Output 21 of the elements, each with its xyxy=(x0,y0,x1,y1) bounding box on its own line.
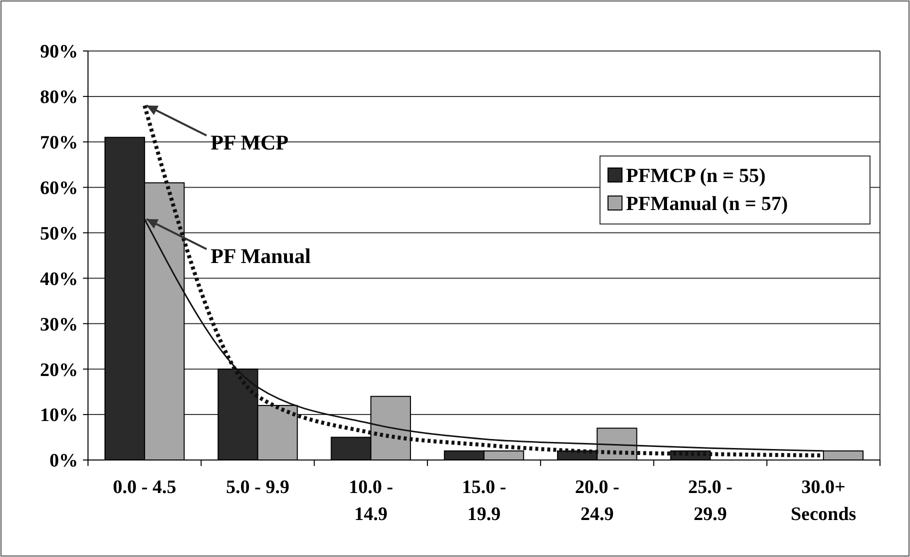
y-tick-label: 80% xyxy=(40,87,78,108)
x-tick-label: 5.0 - 9.9 xyxy=(226,477,290,498)
y-tick-label: 60% xyxy=(40,178,78,199)
y-tick-label: 90% xyxy=(40,42,78,63)
y-tick-label: 30% xyxy=(40,314,78,336)
y-tick-label: 10% xyxy=(40,405,78,426)
annotation: PF Manual xyxy=(210,244,311,268)
y-tick-label: 0% xyxy=(50,450,78,472)
x-tick-label: 10.0 - 14.9 xyxy=(348,477,394,525)
y-tick-label: 50% xyxy=(40,223,78,244)
x-tick-label: 25.0 - 29.9 xyxy=(688,477,732,525)
y-tick-label: 70% xyxy=(40,132,78,154)
line-series xyxy=(142,104,826,458)
x-tick-label: 15.0 - 19.9 xyxy=(462,477,506,525)
y-tick-label: 40% xyxy=(40,268,78,290)
x-tick-label: 20.0 - 24.9 xyxy=(574,477,620,525)
x-tick-label: 0.0 - 4.5 xyxy=(112,477,176,498)
legend-label: PFManual (n = 57) xyxy=(626,193,788,215)
y-tick-label: 20% xyxy=(40,360,78,381)
x-tick-label: 30.0+ Seconds xyxy=(790,477,856,525)
legend-label: PFMCP (n = 55) xyxy=(626,165,766,187)
